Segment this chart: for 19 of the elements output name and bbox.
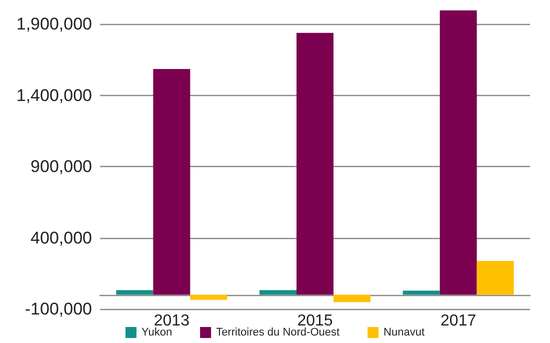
legend-label: Nunavut [384, 326, 425, 338]
legend-label: Territoires du Nord-Ouest [216, 326, 340, 338]
bar [402, 290, 440, 295]
x-tick-label: 2017 [440, 312, 476, 330]
bar [116, 290, 154, 295]
legend-label: Yukon [141, 326, 172, 338]
bar [190, 294, 228, 300]
bar [440, 10, 477, 295]
y-tick-label: 1,900,000 [16, 14, 92, 34]
bar [334, 294, 370, 302]
bar [296, 32, 334, 295]
y-tick-label: 400,000 [30, 228, 92, 248]
y-tick-label: -100,000 [24, 300, 92, 318]
y-tick-label: 1,400,000 [16, 86, 92, 105]
y-tick-label: 900,000 [30, 157, 92, 176]
x-tick-label: 2013 [154, 312, 190, 330]
bar [260, 290, 296, 295]
bar [153, 68, 190, 295]
bar [476, 261, 514, 295]
